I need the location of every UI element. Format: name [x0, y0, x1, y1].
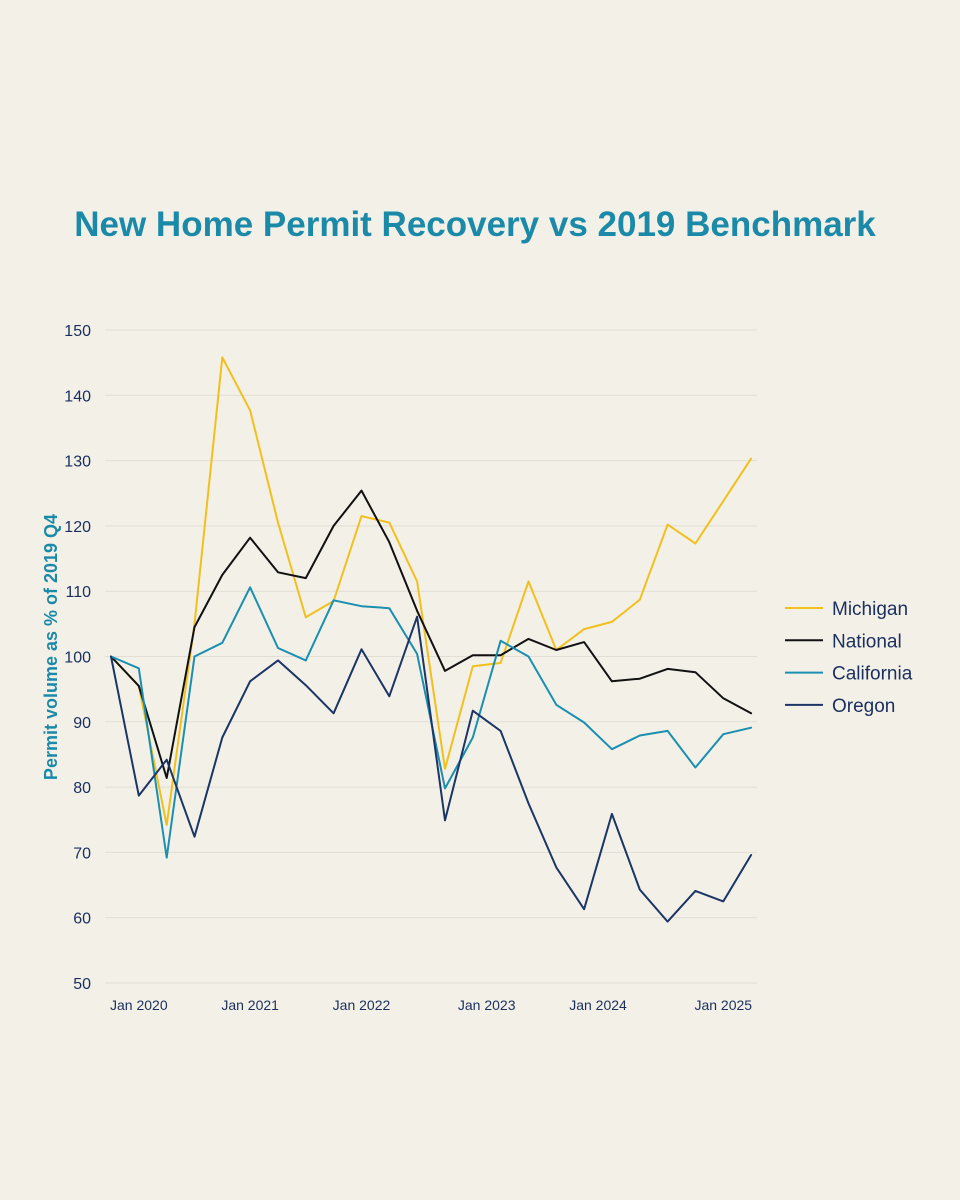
- y-tick-label: 50: [73, 976, 91, 993]
- legend-label: California: [832, 664, 913, 685]
- y-tick-label: 80: [73, 780, 91, 797]
- y-axis-label: Permit volume as % of 2019 Q4: [41, 514, 61, 780]
- x-tick-label: Jan 2020: [110, 997, 168, 1013]
- y-tick-label: 130: [64, 454, 91, 471]
- legend-item-michigan[interactable]: Michigan: [785, 599, 908, 620]
- series-line-michigan: [110, 356, 753, 826]
- legend[interactable]: Michigan National California Oregon: [785, 599, 913, 717]
- chart-title: New Home Permit Recovery vs 2019 Benchma…: [74, 205, 876, 244]
- legend-label: Michigan: [832, 599, 908, 620]
- y-tick-label: 70: [73, 845, 91, 862]
- legend-item-national[interactable]: National: [785, 631, 902, 652]
- y-tick-label: 110: [65, 584, 91, 601]
- legend-label: National: [832, 631, 902, 652]
- y-tick-labels: 50 60 70 80 90 100 110 120 130 140 150: [64, 323, 91, 993]
- x-tick-label: Jan 2021: [221, 997, 279, 1013]
- y-tick-label: 60: [73, 911, 91, 928]
- x-tick-label: Jan 2023: [458, 997, 516, 1013]
- legend-label: Oregon: [832, 696, 895, 717]
- series-line-oregon: [110, 615, 753, 923]
- x-tick-label: Jan 2025: [694, 997, 752, 1013]
- y-tick-label: 120: [64, 519, 91, 536]
- series-line-national: [110, 489, 753, 779]
- y-tick-label: 90: [73, 715, 91, 732]
- legend-item-oregon[interactable]: Oregon: [785, 696, 895, 717]
- x-tick-labels: Jan 2020 Jan 2021 Jan 2022 Jan 2023 Jan 2024…: [110, 997, 752, 1013]
- series-lines: [110, 356, 753, 923]
- legend-item-california[interactable]: California: [785, 664, 913, 685]
- y-tick-label: 150: [64, 323, 91, 340]
- x-tick-label: Jan 2024: [569, 997, 627, 1013]
- gridlines: [105, 329, 757, 984]
- x-tick-label: Jan 2022: [333, 997, 391, 1013]
- y-tick-label: 100: [64, 650, 91, 667]
- y-tick-label: 140: [64, 388, 91, 405]
